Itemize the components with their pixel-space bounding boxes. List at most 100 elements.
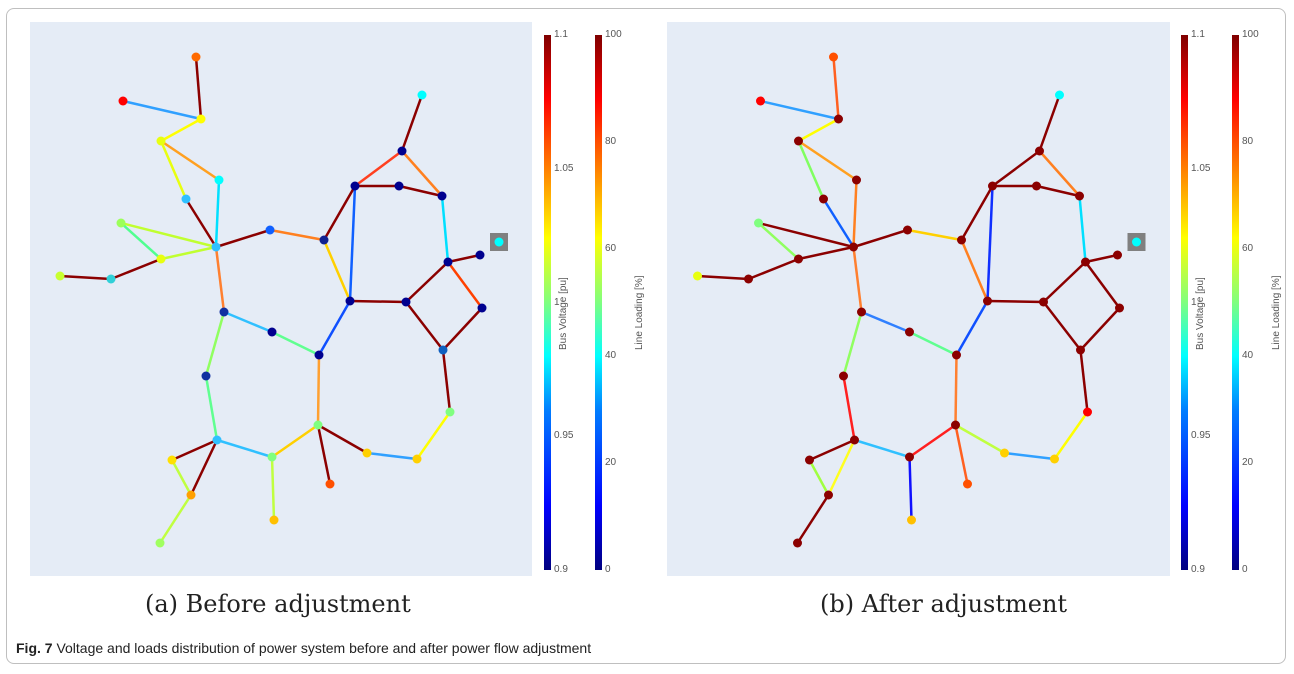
colorbar-tick-label: 80 <box>605 136 617 147</box>
line-edge <box>1079 349 1089 413</box>
line-edge <box>954 423 1006 455</box>
line-edge <box>216 438 273 459</box>
bus-node <box>394 181 404 191</box>
bus-node <box>494 237 504 247</box>
bus-node <box>443 257 453 267</box>
line-edge <box>269 228 325 242</box>
line-edge <box>415 411 452 460</box>
line-edge <box>853 228 908 249</box>
line-edge <box>1078 195 1087 263</box>
plot-area <box>30 22 532 576</box>
bus-node <box>417 90 427 100</box>
bus-node <box>793 538 802 548</box>
bus-node <box>849 242 858 252</box>
line-edge <box>1053 411 1089 460</box>
line-edge <box>908 330 958 357</box>
line-edge <box>854 438 910 459</box>
bus-node <box>1039 297 1048 307</box>
loading-colorbar <box>1232 35 1239 570</box>
line-edge <box>861 310 910 334</box>
line-edge <box>960 185 994 241</box>
line-edge <box>987 299 1044 304</box>
colorbar-tick-label: 40 <box>605 350 617 361</box>
bus-node <box>445 407 455 417</box>
line-edge <box>194 56 203 120</box>
line-edge <box>760 99 839 121</box>
line-edge <box>160 139 220 182</box>
line-edge <box>986 185 994 302</box>
line-edge <box>1036 184 1080 198</box>
bus-node <box>983 296 992 306</box>
colorbar-tick-label: 0 <box>1242 564 1248 575</box>
bus-node <box>319 235 329 245</box>
colorbar-tick-label: 1 <box>1191 296 1197 308</box>
bus-node <box>957 235 966 245</box>
bus-node <box>744 274 753 284</box>
loading-colorbar-title: Line Loading [%] <box>634 275 645 350</box>
colorbar-tick-label: 0.9 <box>554 564 568 575</box>
line-edge <box>442 307 483 351</box>
bus-node <box>477 303 487 313</box>
line-edge <box>184 198 218 248</box>
voltage-colorbar-title: Bus Voltage [pu] <box>558 277 569 350</box>
line-edge <box>204 375 219 441</box>
line-edge <box>797 140 825 200</box>
line-edge <box>110 257 162 281</box>
bus-node <box>438 345 448 355</box>
line-edge <box>317 300 352 356</box>
line-edge <box>322 185 357 241</box>
colorbar-tick-label: 100 <box>1242 29 1259 40</box>
line-edge <box>349 299 407 304</box>
bus-node <box>362 448 372 458</box>
line-edge <box>1079 307 1121 351</box>
bus-node <box>1132 237 1141 247</box>
bus-node <box>839 371 848 381</box>
bus-node <box>267 327 277 337</box>
line-edge <box>322 239 352 302</box>
colorbar-tick-label: 60 <box>605 243 617 254</box>
line-edge <box>270 456 276 521</box>
bus-node <box>952 350 961 360</box>
line-edge <box>797 117 840 143</box>
bus-node <box>212 435 222 445</box>
line-edge <box>401 150 443 197</box>
bus-node <box>106 274 116 284</box>
bus-node <box>988 181 997 191</box>
line-edge <box>160 245 217 261</box>
bus-node <box>201 371 211 381</box>
bus-node <box>951 420 960 430</box>
bus-node <box>1075 191 1084 201</box>
line-edge <box>954 354 958 426</box>
colorbar-tick-label: 0.95 <box>1191 430 1211 442</box>
line-edge <box>798 245 854 261</box>
bus-node <box>903 225 912 235</box>
colorbar-tick-label: 1.05 <box>554 162 574 174</box>
line-edge <box>400 94 424 152</box>
line-edge <box>440 195 450 263</box>
line-edge <box>832 56 840 120</box>
line-edge <box>398 184 443 198</box>
bus-node <box>325 479 335 489</box>
bus-node <box>412 454 422 464</box>
bus-node <box>905 452 914 462</box>
bus-node <box>118 96 128 106</box>
line-edge <box>1042 261 1087 303</box>
line-edge <box>354 149 403 188</box>
colorbar-tick-label: 60 <box>1242 243 1254 254</box>
figure-label: Fig. 7 <box>16 640 53 656</box>
colorbar-tick-label: 1.1 <box>1191 29 1205 40</box>
line-edge <box>907 228 962 242</box>
bus-node <box>819 194 828 204</box>
line-edge <box>1084 261 1121 309</box>
bus-node <box>475 250 485 260</box>
line-edge <box>991 149 1041 188</box>
colorbar-tick-label: 80 <box>1242 136 1254 147</box>
plot-area <box>667 22 1170 576</box>
bus-node <box>155 538 165 548</box>
colorbar-tick-label: 40 <box>1242 350 1254 361</box>
bus-node <box>214 175 224 185</box>
bus-node <box>754 218 763 228</box>
line-edge <box>822 198 855 248</box>
line-edge <box>189 439 219 496</box>
line-edge <box>748 257 799 281</box>
